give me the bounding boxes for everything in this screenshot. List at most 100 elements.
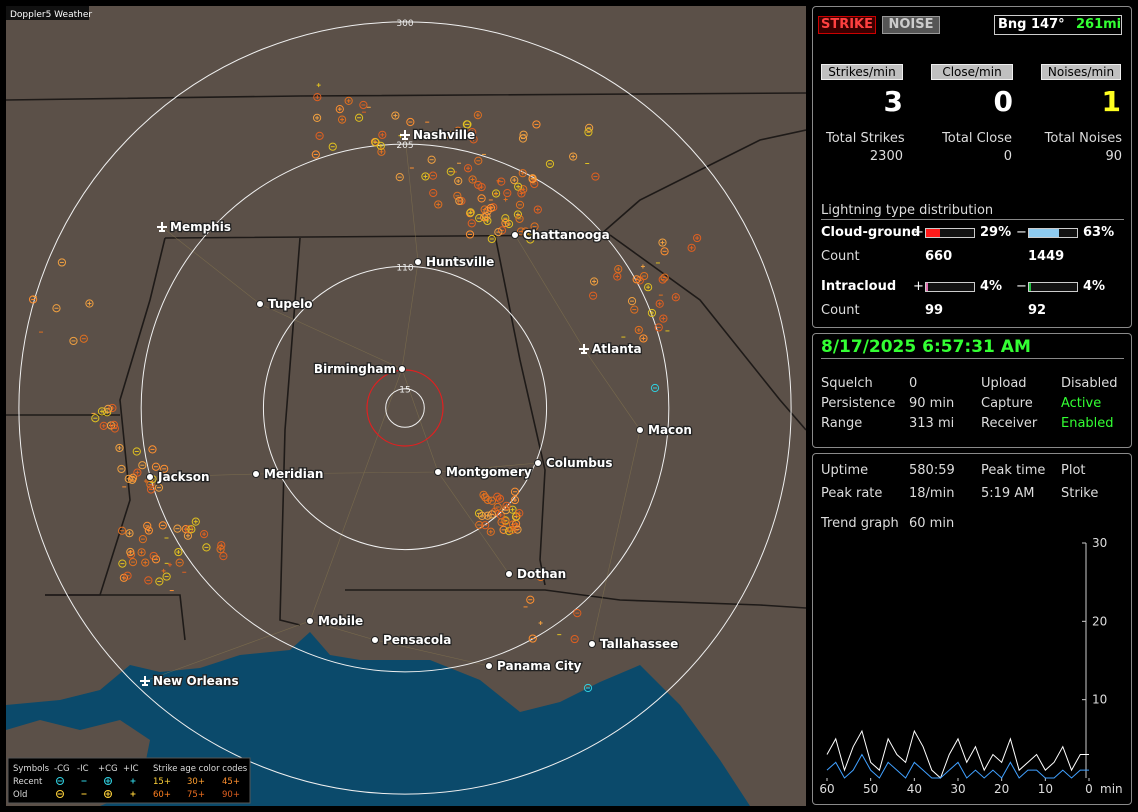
strike-marker bbox=[508, 505, 517, 514]
total-label: Total Strikes bbox=[826, 131, 905, 146]
range-ring-label: 110 bbox=[396, 263, 413, 273]
strike-ring bbox=[219, 552, 228, 561]
range-ring-label: 205 bbox=[396, 141, 413, 151]
rate-label[interactable]: Strikes/min bbox=[821, 64, 903, 80]
strike-marker bbox=[158, 521, 167, 530]
strike-ring bbox=[126, 547, 135, 557]
strike-marker bbox=[173, 524, 182, 533]
stat-cell: Strike bbox=[1061, 486, 1099, 501]
strike-marker bbox=[483, 511, 492, 520]
strike-ring bbox=[144, 526, 153, 535]
rate-label[interactable]: Noises/min bbox=[1041, 64, 1121, 80]
city-label: Montgomery bbox=[446, 465, 532, 479]
strike-marker bbox=[52, 304, 61, 313]
strike-marker bbox=[219, 552, 228, 561]
strike-marker bbox=[584, 128, 593, 137]
strike-marker bbox=[640, 264, 645, 269]
strike-marker bbox=[117, 464, 126, 474]
strike-ring bbox=[517, 189, 526, 198]
strike-marker bbox=[312, 113, 322, 122]
strike-ring bbox=[429, 188, 438, 198]
strike-marker bbox=[132, 447, 141, 456]
pct-bar-fill bbox=[926, 283, 928, 291]
strike-ring bbox=[630, 305, 639, 314]
pct-bar bbox=[1028, 228, 1078, 238]
strike-ring bbox=[501, 517, 510, 526]
strike-ring bbox=[91, 414, 100, 423]
strike-marker bbox=[137, 548, 146, 557]
pct-bar-fill bbox=[926, 229, 940, 237]
rate-label[interactable]: Close/min bbox=[931, 64, 1013, 80]
trend-label: Trend graph bbox=[821, 516, 899, 531]
pct-label: 4% bbox=[1083, 279, 1106, 294]
strike-ring bbox=[644, 283, 653, 292]
strike-marker bbox=[687, 243, 696, 252]
strike-ring bbox=[344, 96, 353, 105]
strike-marker bbox=[639, 271, 649, 281]
strike-ring bbox=[475, 214, 484, 223]
stat-cell: 5:19 AM bbox=[981, 486, 1035, 501]
strike-ring bbox=[312, 113, 322, 122]
strike-ring bbox=[570, 634, 579, 644]
datetime: 8/17/2025 6:57:31 AM bbox=[821, 337, 1124, 359]
strike-marker bbox=[526, 235, 535, 244]
stat-cell: Peak rate bbox=[821, 486, 883, 501]
strike-marker bbox=[501, 506, 511, 515]
strike-ring bbox=[632, 275, 641, 284]
city-dot bbox=[485, 662, 493, 670]
strike-ring bbox=[495, 494, 505, 503]
strike-marker bbox=[627, 297, 637, 306]
strike-marker bbox=[359, 100, 368, 110]
strike-ring bbox=[687, 243, 696, 252]
strike-ring bbox=[503, 188, 512, 198]
strike-marker bbox=[117, 526, 127, 535]
city-label: Memphis bbox=[170, 220, 231, 234]
strike-marker bbox=[328, 142, 337, 151]
strike-button[interactable]: STRIKE bbox=[818, 16, 876, 34]
strike-ring bbox=[187, 525, 196, 534]
strike-ring bbox=[639, 271, 649, 281]
distribution-name: Intracloud bbox=[821, 279, 897, 294]
strike-ring bbox=[216, 545, 225, 554]
pct-label: 63% bbox=[1083, 225, 1115, 240]
strike-ring bbox=[191, 517, 200, 526]
strike-marker bbox=[162, 572, 171, 581]
strike-ring bbox=[496, 510, 505, 520]
strike-marker bbox=[614, 265, 623, 274]
strike-ring bbox=[315, 131, 324, 140]
strike-marker bbox=[155, 577, 164, 586]
strike-marker bbox=[118, 559, 127, 568]
strike-ring bbox=[151, 555, 161, 564]
legend-age: 60+ bbox=[153, 790, 171, 800]
strike-marker bbox=[391, 111, 400, 120]
strike-marker bbox=[538, 621, 543, 626]
count: 99 bbox=[925, 303, 944, 318]
strike-ring bbox=[532, 120, 541, 129]
strike-ring bbox=[501, 218, 510, 228]
strike-ring bbox=[526, 235, 535, 244]
strike-ring bbox=[591, 172, 600, 181]
strike-marker bbox=[468, 128, 477, 137]
legend-type: +IC bbox=[123, 764, 139, 774]
city-label: Nashville bbox=[413, 128, 475, 142]
strike-ring bbox=[693, 233, 702, 243]
strike-marker bbox=[202, 543, 211, 552]
strike-ring bbox=[151, 462, 161, 471]
city-dot bbox=[371, 636, 379, 644]
strike-marker bbox=[148, 445, 157, 454]
strike-ring bbox=[158, 521, 167, 530]
noise-button[interactable]: NOISE bbox=[882, 16, 940, 34]
strike-marker bbox=[344, 96, 353, 105]
app-title: Doppler5 Weather bbox=[10, 10, 92, 20]
strike-marker bbox=[167, 562, 172, 567]
strike-marker bbox=[69, 336, 78, 346]
strike-ring bbox=[493, 492, 502, 501]
strike-ring bbox=[639, 334, 648, 343]
pct-bar bbox=[925, 228, 975, 238]
strike-ring bbox=[378, 130, 387, 139]
strike-ring bbox=[526, 595, 535, 604]
strike-ring bbox=[69, 336, 78, 346]
strike-marker bbox=[491, 189, 501, 198]
strike-ring bbox=[162, 572, 171, 581]
strike-ring bbox=[465, 230, 475, 239]
